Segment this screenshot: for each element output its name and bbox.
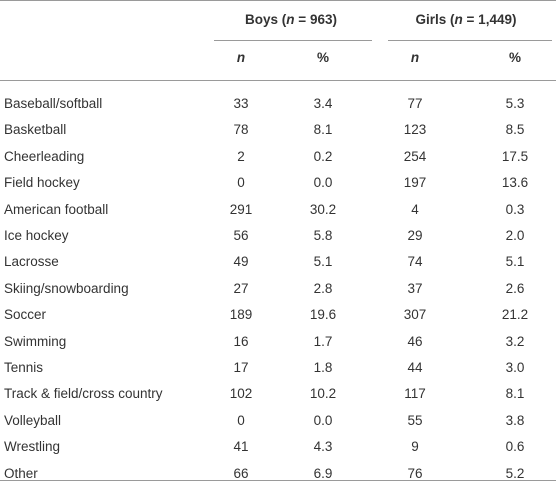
top-rule [0, 0, 556, 1]
cell-value: 0.0 [313, 175, 333, 191]
row-label: Ice hockey [4, 228, 69, 243]
cell-value: 33 [233, 96, 249, 111]
header-text: n [286, 12, 295, 27]
cell-value: 1.8 [313, 360, 333, 375]
cell-value: 123 [403, 122, 427, 138]
cell-value: 37 [407, 280, 423, 296]
row-label: Track & field/cross country [4, 386, 163, 402]
cell-value: 78 [233, 122, 249, 138]
cell-value: 2.8 [313, 280, 333, 296]
cell-value: 3.2 [505, 333, 525, 349]
cell-value: 56 [233, 228, 249, 243]
row-label: Basketball [4, 122, 67, 138]
cell-value: 5.2 [505, 465, 525, 481]
cell-value: 55 [407, 412, 423, 428]
cell-value: 102 [229, 386, 253, 402]
cell-value: 0.2 [313, 148, 333, 164]
cell-value: 0.3 [505, 201, 525, 217]
header-text: = 1,449) [462, 12, 517, 27]
header-rule [0, 80, 556, 81]
cell-value: 66 [233, 465, 249, 481]
cell-value: 27 [233, 280, 249, 296]
cell-value: 197 [403, 175, 427, 191]
row-label: Other [4, 465, 38, 481]
column-header: n [236, 50, 246, 65]
row-label: Cheerleading [4, 148, 85, 164]
cell-value: 2 [237, 148, 245, 164]
cell-value: 254 [403, 148, 427, 164]
cell-value: 4.3 [313, 439, 333, 455]
cell-value: 30.2 [309, 201, 337, 217]
row-label: Wrestling [4, 439, 61, 455]
cell-value: 1.7 [313, 333, 333, 349]
cell-value: 77 [407, 96, 423, 111]
cell-value: 0.6 [505, 439, 525, 455]
cell-value: 5.1 [313, 254, 333, 270]
cell-value: 5.8 [313, 228, 333, 243]
cell-value: 10.2 [309, 386, 337, 402]
row-label: Lacrosse [4, 254, 59, 270]
cell-value: 3.4 [313, 96, 333, 111]
cell-value: 307 [403, 307, 427, 323]
cell-value: 17 [233, 360, 249, 375]
row-label: Volleyball [4, 412, 62, 428]
cell-value: 9 [411, 439, 419, 455]
cell-value: 76 [407, 465, 423, 481]
cell-value: 8.5 [505, 122, 525, 138]
cell-value: 3.0 [505, 360, 525, 375]
cell-value: 21.2 [501, 307, 529, 323]
cell-value: 49 [233, 254, 249, 270]
header-text: Boys ( [245, 12, 287, 27]
group-header: Girls (n = 1,449) [416, 11, 517, 29]
row-label: Swimming [4, 333, 67, 349]
cell-value: 17.5 [501, 148, 529, 164]
cell-value: 13.6 [501, 175, 529, 191]
cell-value: 41 [233, 439, 249, 455]
row-label: Baseball/softball [4, 96, 103, 111]
cell-value: 8.1 [313, 122, 333, 138]
cell-value: 5.3 [505, 96, 525, 111]
group-header: Boys (n = 963) [245, 11, 337, 29]
cell-value: 0 [237, 412, 245, 428]
cell-value: 5.1 [505, 254, 525, 270]
cell-value: 6.9 [313, 465, 333, 481]
cell-value: 4 [411, 201, 419, 217]
row-label: Tennis [4, 360, 44, 375]
cell-value: 16 [233, 333, 249, 349]
cell-value: 44 [407, 360, 423, 375]
row-label: Soccer [4, 307, 47, 323]
cell-value: 19.6 [309, 307, 337, 323]
cell-value: 3.8 [505, 412, 525, 428]
cell-value: 2.0 [505, 228, 525, 243]
cell-value: 189 [229, 307, 253, 323]
header-text: = 963) [294, 12, 337, 27]
cell-value: 117 [404, 386, 426, 402]
column-header: n [410, 50, 420, 65]
column-header: % [316, 50, 330, 65]
header-text: n [454, 12, 463, 27]
cell-value: 46 [407, 333, 423, 349]
group-rule [214, 40, 372, 41]
row-label: American football [4, 201, 109, 217]
group-rule [388, 40, 552, 41]
cell-value: 0.0 [313, 412, 333, 428]
cell-value: 0 [237, 175, 245, 191]
row-label: Skiing/snowboarding [4, 280, 129, 296]
cell-value: 8.1 [505, 386, 525, 402]
cell-value: 291 [229, 201, 253, 217]
header-text: Girls ( [415, 12, 455, 27]
row-label: Field hockey [4, 175, 80, 191]
column-header: % [508, 50, 522, 65]
cell-value: 2.6 [505, 280, 525, 296]
cell-value: 29 [407, 228, 423, 243]
cell-value: 74 [407, 254, 423, 270]
